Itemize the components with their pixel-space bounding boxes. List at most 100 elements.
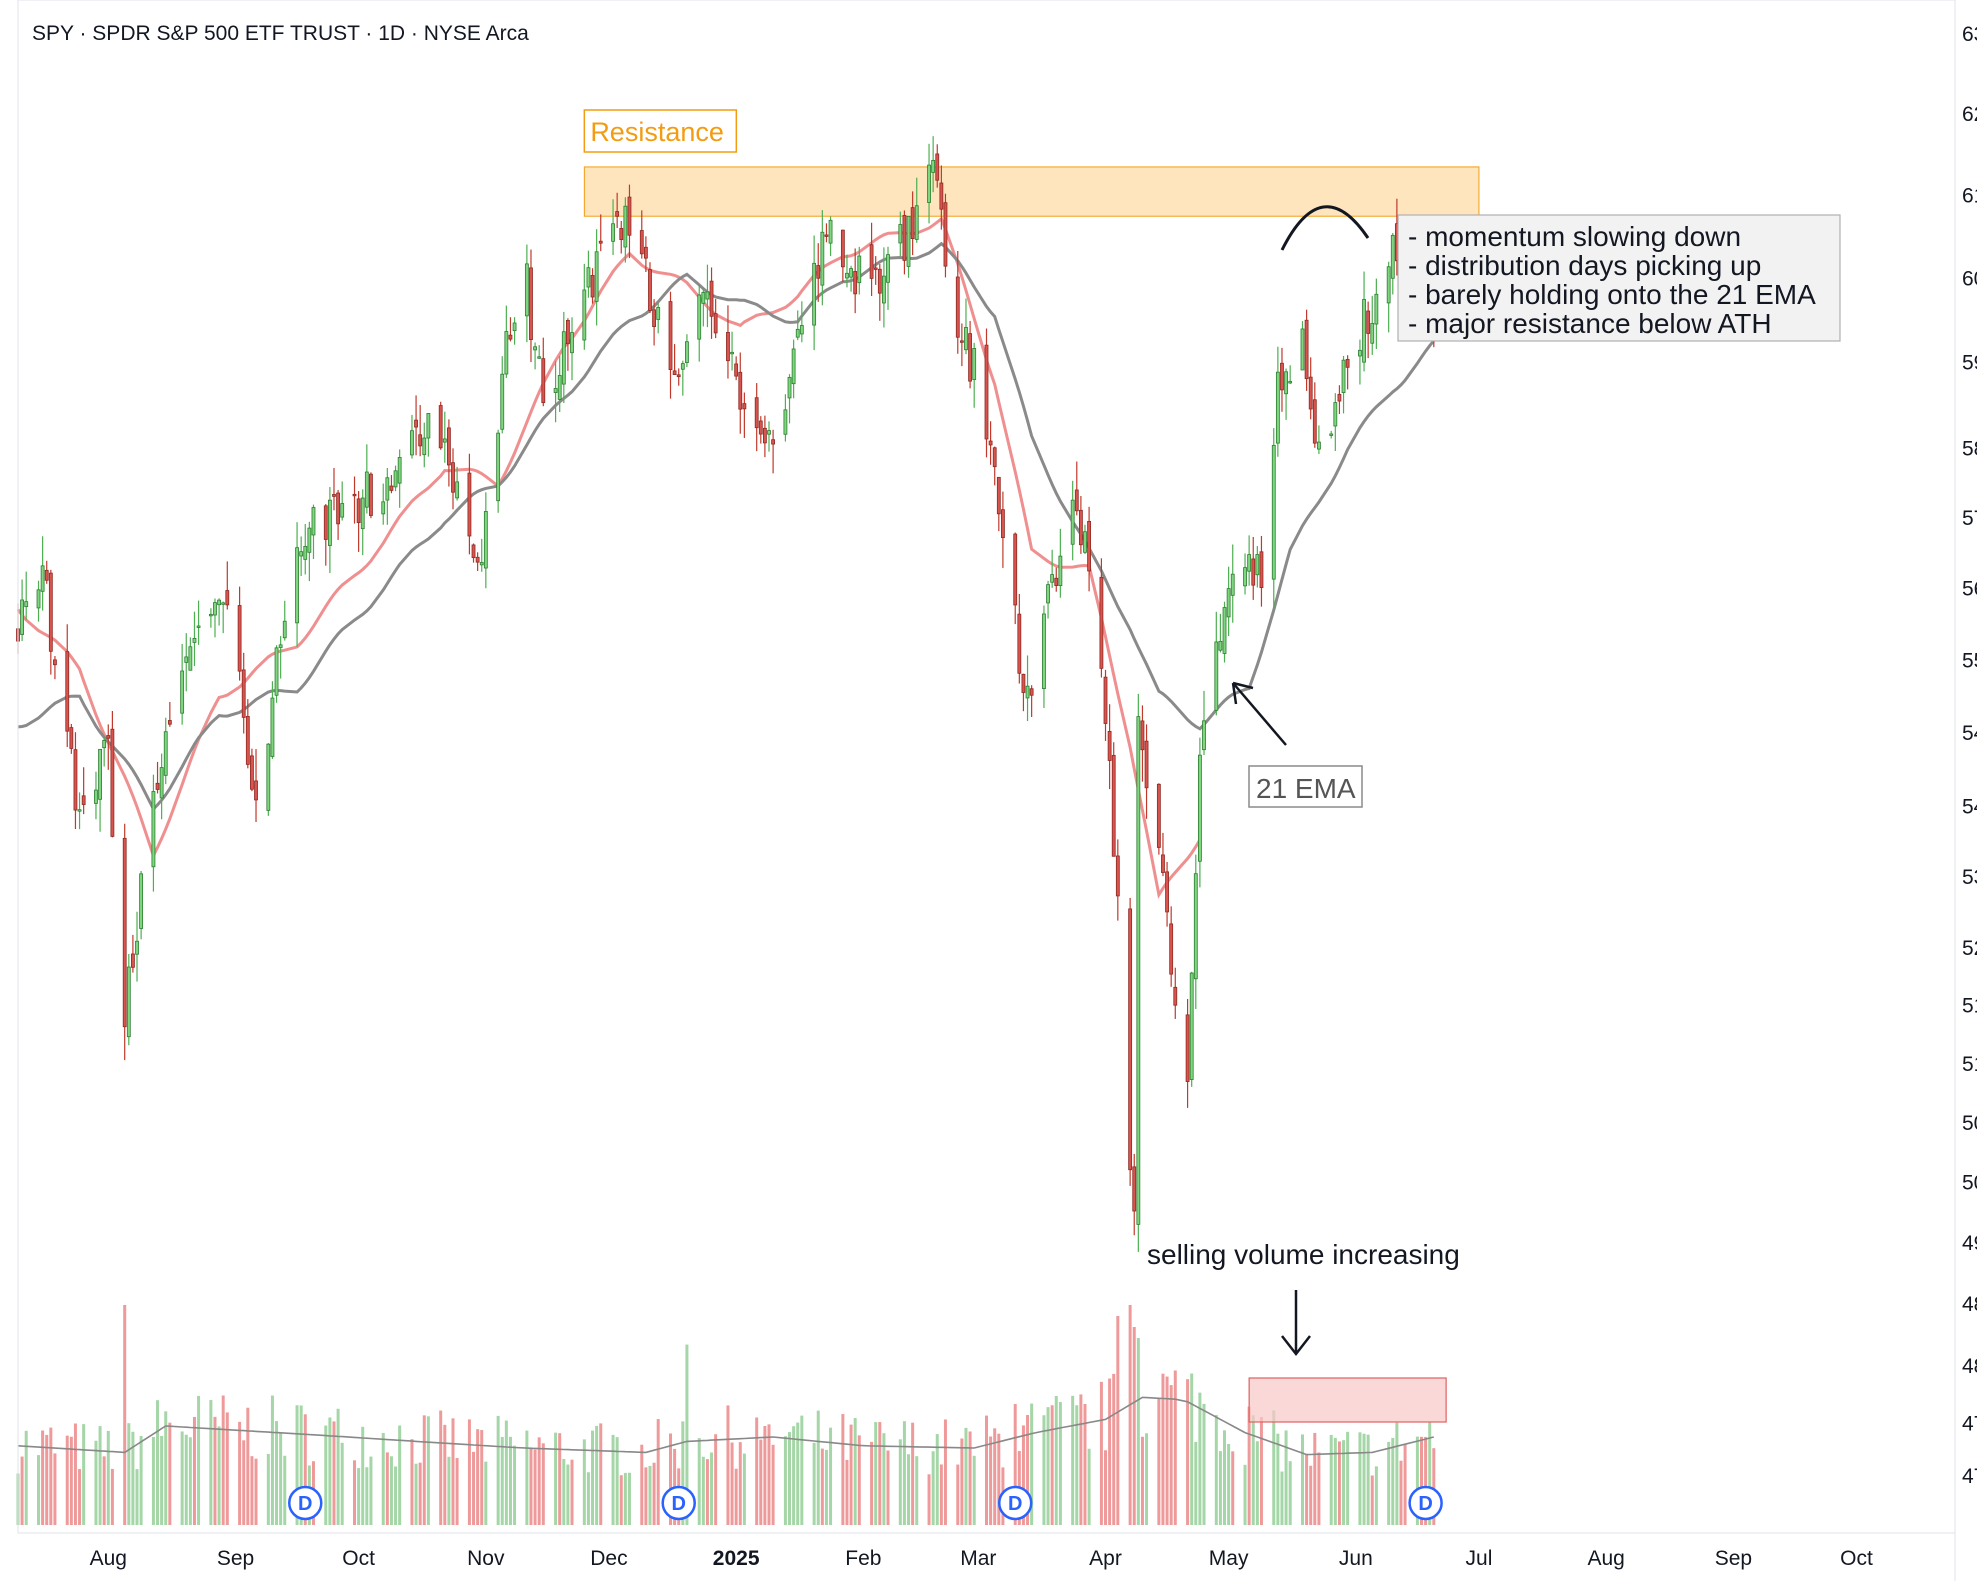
- candle: [882, 247, 886, 328]
- volume-bar: [1112, 1373, 1116, 1525]
- candle-body: [180, 670, 185, 714]
- candle-body: [1304, 319, 1309, 380]
- time-tick-label: Mar: [960, 1547, 996, 1570]
- candle-body: [726, 332, 730, 362]
- candle-body: [1300, 328, 1305, 371]
- candle: [336, 489, 340, 540]
- distribution-day-marker[interactable]: D: [997, 1485, 1033, 1521]
- candle: [742, 392, 747, 438]
- candle-body: [1374, 293, 1379, 325]
- volume-bar: [1054, 1396, 1058, 1525]
- volume-bar: [45, 1434, 49, 1525]
- candle-body: [1058, 555, 1063, 587]
- volume-bar: [820, 1448, 824, 1525]
- time-axis[interactable]: Aug Sep Oct Nov Dec 2025 Feb Mar Apr May Jun Jul Aug…: [18, 1532, 1955, 1570]
- candle: [1013, 532, 1018, 625]
- candle: [397, 449, 402, 508]
- volume-bar: [156, 1400, 160, 1525]
- candle: [159, 753, 164, 820]
- volume-bar: [168, 1422, 172, 1525]
- volume-bar: [582, 1439, 586, 1525]
- volume-bar: [37, 1455, 41, 1525]
- volume-bar: [644, 1467, 648, 1525]
- volume-bar: [1046, 1407, 1050, 1525]
- candle: [1111, 742, 1116, 857]
- candle: [1115, 839, 1120, 921]
- candle: [389, 475, 394, 494]
- candle: [697, 285, 702, 362]
- distribution-day-marker[interactable]: D: [288, 1485, 323, 1521]
- volume-bar: [1284, 1430, 1288, 1525]
- volume-bar: [41, 1430, 45, 1525]
- candle: [163, 717, 168, 785]
- volume-bar: [714, 1434, 718, 1525]
- candle-body: [623, 205, 628, 248]
- volume-bar: [788, 1432, 792, 1525]
- candle-body: [611, 223, 615, 242]
- candle-body: [442, 438, 447, 443]
- candle: [1017, 593, 1022, 684]
- candle: [221, 601, 226, 634]
- candle: [369, 472, 373, 519]
- candle-body: [73, 749, 78, 811]
- candle-body: [557, 375, 562, 400]
- candle-body: [311, 507, 316, 536]
- volume-bar: [1079, 1394, 1083, 1525]
- candle: [1218, 613, 1223, 653]
- candle-body: [1202, 720, 1206, 751]
- candle: [1226, 566, 1231, 637]
- candle: [964, 298, 968, 355]
- candle: [541, 337, 546, 407]
- candle: [754, 383, 759, 452]
- volume-bar: [508, 1436, 512, 1525]
- volume-bar: [1370, 1475, 1374, 1525]
- volume-bar: [960, 1438, 964, 1525]
- candle-body: [1288, 381, 1293, 384]
- candle: [98, 748, 102, 832]
- candle-body: [381, 501, 386, 515]
- volume-bar: [537, 1437, 541, 1525]
- volume-bar: [742, 1453, 746, 1525]
- candle: [500, 356, 505, 434]
- candle: [1304, 309, 1309, 391]
- candle-body: [512, 322, 517, 332]
- candle: [1275, 346, 1280, 457]
- candle-body: [730, 351, 734, 355]
- volume-bar: [1313, 1432, 1317, 1525]
- candle-body: [816, 265, 821, 279]
- candle: [726, 305, 730, 379]
- distribution-day-marker[interactable]: D: [1408, 1485, 1443, 1521]
- candle: [705, 264, 710, 328]
- candle-body: [155, 782, 160, 790]
- candle: [1280, 347, 1284, 412]
- candle: [135, 911, 139, 982]
- volume-bar: [1247, 1406, 1251, 1525]
- price-axis[interactable]: 630.00 620.00 610.00 600.00 590.00 580.00 572.…: [1962, 23, 1977, 1488]
- candle-body: [1050, 574, 1055, 583]
- distribution-day-marker[interactable]: D: [661, 1485, 696, 1521]
- volume-bar: [1161, 1373, 1165, 1525]
- candle: [1144, 724, 1149, 819]
- candle-body: [762, 427, 767, 444]
- volume-bar: [110, 1468, 114, 1525]
- candle: [24, 571, 29, 620]
- candle: [1185, 998, 1190, 1108]
- candle-body: [902, 215, 907, 261]
- candle-body: [356, 498, 361, 523]
- candle-body: [1132, 1166, 1137, 1212]
- candle: [241, 652, 246, 734]
- time-tick-label: Apr: [1089, 1547, 1122, 1570]
- candle: [508, 317, 513, 342]
- candle: [475, 552, 480, 571]
- volume-bar: [1272, 1410, 1276, 1525]
- candle-body: [508, 334, 513, 340]
- candle-body: [1308, 376, 1313, 410]
- volume-bar: [180, 1431, 184, 1525]
- candle: [151, 774, 156, 892]
- candle: [442, 411, 447, 463]
- volume-bar: [164, 1411, 168, 1525]
- candle-body: [935, 153, 940, 181]
- volume-bar: [1251, 1415, 1255, 1525]
